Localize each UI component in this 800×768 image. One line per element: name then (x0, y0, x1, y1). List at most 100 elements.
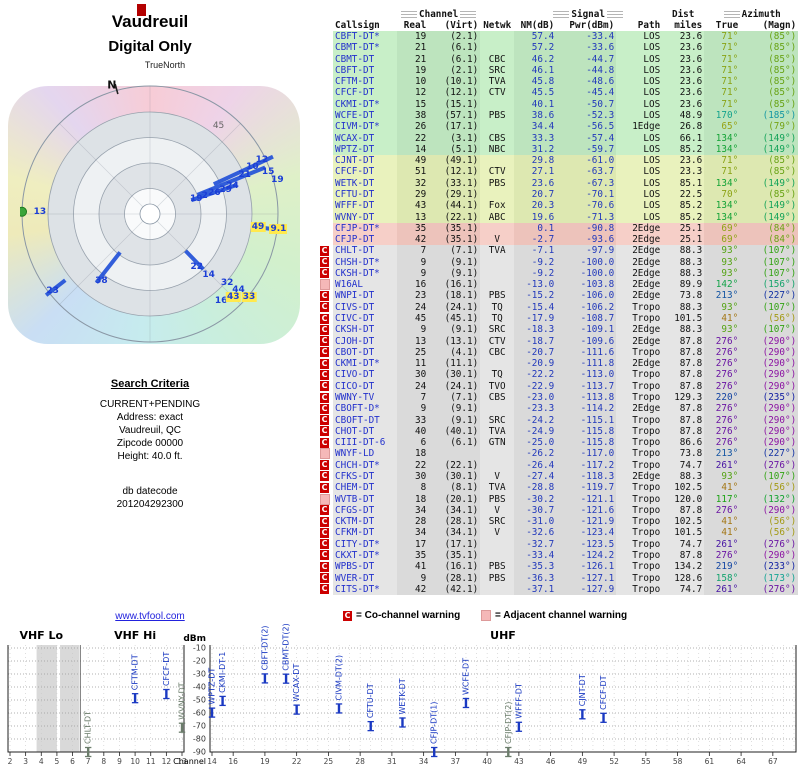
table-cell: (235°) (740, 392, 799, 404)
callsign-link[interactable]: CHLT-DT (333, 245, 397, 257)
callsign-link[interactable]: CFKM-DT (333, 527, 397, 539)
callsign-link[interactable]: CFJP-DT (333, 234, 397, 246)
table-cell: 129.3 (662, 392, 705, 404)
channel-tick-label: 46 (546, 757, 556, 766)
table-cell: LOS (616, 132, 663, 144)
table-row: CIVM-DT* 26 (17.1) 34.4 -56.5 1Edge 26.8 65° (79… (320, 121, 799, 133)
callsign-link[interactable]: CBFT-DT (333, 64, 397, 77)
callsign-link[interactable]: WVNY-DT (333, 211, 397, 223)
table-cell: 134.2 (662, 561, 705, 573)
tvfool-link[interactable]: www.tvfool.com (115, 611, 185, 622)
callsign-link[interactable]: CHOT-DT (333, 425, 397, 438)
table-cell: 25 (397, 346, 429, 359)
table-cell: (85°) (740, 42, 799, 54)
callsign-link[interactable]: CFTU-DT (333, 188, 397, 201)
callsign-link[interactable]: WVTB-DT (333, 493, 397, 505)
callsign-link[interactable]: CBMT-DT (333, 53, 397, 65)
callsign-link[interactable]: CFCF-DT (333, 87, 397, 99)
callsign-link[interactable]: CITS-DT* (333, 583, 397, 596)
table-cell: SRC (480, 64, 515, 77)
callsign-link[interactable]: W16AL (333, 279, 397, 291)
table-cell: 2Edge (616, 234, 663, 246)
callsign-link[interactable]: CIVO-DT (333, 369, 397, 381)
table-cell: 22 (397, 132, 429, 144)
table-cell: -123.5 (556, 538, 617, 550)
callsign-link[interactable]: CFCF-DT (333, 166, 397, 178)
table-cell: 35 (397, 222, 429, 235)
callsign-link[interactable]: WFFF-DT (333, 200, 397, 212)
table-cell: LOS (616, 53, 663, 65)
table-cell: 42 (397, 583, 429, 596)
callsign-link[interactable]: CKTM-DT (333, 516, 397, 528)
callsign-link[interactable]: CICO-DT (333, 380, 397, 392)
callsign-link[interactable]: CBMT-DT* (333, 42, 397, 54)
true-north-label: TrueNorth (144, 60, 186, 70)
signal-bearing-line (94, 251, 122, 284)
co-channel-warning-icon: C (320, 245, 329, 256)
callsign-link[interactable]: CHSH-DT* (333, 256, 397, 268)
callsign-link[interactable]: CITY-DT* (333, 538, 397, 550)
callsign-link[interactable]: CJOH-DT (333, 335, 397, 347)
callsign-link[interactable]: CKSH-DT (333, 324, 397, 336)
callsign-link[interactable]: CFTM-DT (333, 76, 397, 88)
callsign-link[interactable]: WETK-DT (333, 177, 397, 189)
callsign-link[interactable]: WVER-DT (333, 572, 397, 584)
table-cell: LOS (616, 200, 663, 212)
callsign-link[interactable]: CHCH-DT* (333, 459, 397, 471)
callsign-link[interactable]: WCAX-DT (333, 132, 397, 144)
callsign-link[interactable]: WWNY-TV (333, 392, 397, 404)
north-label: N (107, 78, 117, 92)
callsign-link[interactable]: CBOT-DT (333, 346, 397, 359)
callsign-link[interactable]: CFJP-DT* (333, 222, 397, 235)
search-criteria-heading: Search Criteria (110, 378, 190, 390)
callsign-link[interactable]: CIVS-DT (333, 301, 397, 314)
callsign-link[interactable]: CIVC-DT (333, 313, 397, 325)
table-cell: (24.1) (428, 380, 481, 392)
callsign-link[interactable]: WNPI-DT (333, 290, 397, 302)
table-cell: 87.8 (662, 549, 705, 562)
callsign-link[interactable]: CFGS-DT (333, 504, 397, 517)
callsign-link[interactable]: WPTZ-DT (333, 143, 397, 156)
callsign-link[interactable]: CKSH-DT* (333, 267, 397, 280)
criteria-location: Vaudreuil, QC (118, 425, 182, 436)
callsign-link[interactable]: CKMI-DT* (333, 358, 397, 370)
table-cell: (28.1) (428, 572, 481, 584)
table-row: CBFT-DT 19 (2.1) SRC 46.1 -44.8 LOS 23.6 71° (85°… (320, 64, 799, 77)
callsign-link[interactable]: WCFE-DT (333, 109, 397, 122)
warning-cell (320, 448, 333, 460)
table-cell: (9.1) (428, 267, 481, 280)
callsign-link[interactable]: WPBS-DT (333, 561, 397, 573)
station-marker-label: CFCF-DT (599, 675, 608, 709)
callsign-link[interactable]: CJNT-DT (333, 155, 397, 167)
table-cell: -23.0 (514, 392, 557, 404)
table-cell: 2Edge (616, 245, 663, 257)
callsign-link[interactable]: CKXT-DT* (333, 549, 397, 562)
table-cell: (30.1) (428, 470, 481, 483)
callsign-link[interactable]: CHEM-DT (333, 482, 397, 494)
table-cell: (30.1) (428, 369, 481, 381)
callsign-link[interactable]: CBOFT-DT (333, 414, 397, 426)
callsign-link[interactable]: CBOFT-D* (333, 403, 397, 415)
table-cell: 49 (397, 155, 429, 167)
warning-cell: C (320, 459, 333, 471)
table-cell: (56°) (740, 482, 799, 494)
channel-tick-label: 43 (514, 757, 524, 766)
y-tick-label: -20 (193, 657, 206, 666)
radar-channel-label: 33 (241, 292, 257, 303)
radar-channel-label: 19 (271, 174, 284, 185)
table-cell: (45.1) (428, 313, 481, 325)
table-cell: PBS (480, 290, 515, 302)
callsign-link[interactable]: CIVM-DT* (333, 121, 397, 133)
table-cell: 13 (397, 335, 429, 347)
table-cell: CTV (480, 166, 515, 178)
callsign-link[interactable]: CIII-DT-6 (333, 437, 397, 449)
callsign-link[interactable]: CKMI-DT* (333, 98, 397, 110)
table-cell: 42 (397, 234, 429, 246)
table-cell: -119.7 (556, 482, 617, 494)
co-channel-warning-icon: C (320, 268, 329, 279)
table-cell: -9.2 (514, 267, 557, 280)
callsign-link[interactable]: CBFT-DT* (333, 31, 397, 43)
callsign-link[interactable]: CFKS-DT (333, 470, 397, 483)
table-cell: 25.1 (662, 222, 705, 235)
callsign-link[interactable]: WNYF-LD (333, 448, 397, 460)
